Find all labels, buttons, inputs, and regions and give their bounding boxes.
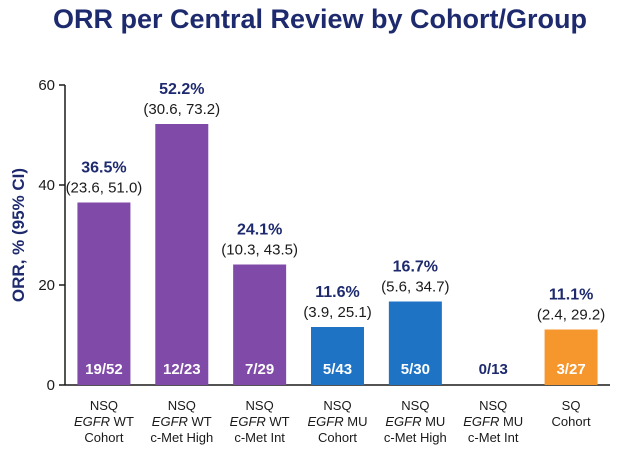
category-label-italic: EGFR <box>463 414 499 429</box>
category-label-line1: NSQ <box>90 398 118 413</box>
y-tick-label: 0 <box>47 377 55 394</box>
category-label-line2: EGFR MU <box>463 414 523 429</box>
category-label-line2: EGFR WT <box>74 414 134 429</box>
category-label-line3: Cohort <box>84 430 123 445</box>
category-label-rest: MU <box>344 414 368 429</box>
bar-value-label: 52.2% <box>159 81 204 98</box>
bar <box>388 301 442 385</box>
chart-title: ORR per Central Review by Cohort/Group <box>53 4 587 34</box>
category-label-line3: c-Met High <box>384 430 447 445</box>
bar-ci-label: (5.6, 34.7) <box>381 279 449 296</box>
bar-value-label: 16.7% <box>393 259 438 276</box>
category-label-line2: EGFR WT <box>152 414 212 429</box>
bar-ci-label: (10.3, 43.5) <box>221 242 298 259</box>
category-label-line1: NSQ <box>246 398 274 413</box>
category-label-rest: WT <box>188 414 212 429</box>
category-label-italic: EGFR <box>230 414 266 429</box>
y-tick-label: 60 <box>38 77 55 94</box>
category-label-line3: Cohort <box>318 430 357 445</box>
bar-n-label: 12/23 <box>163 361 201 378</box>
y-tick-label: 20 <box>38 277 55 294</box>
bar-n-label: 5/30 <box>401 361 430 378</box>
bar-n-label: 0/13 <box>479 361 508 378</box>
bar <box>155 124 209 385</box>
bar <box>233 264 287 385</box>
bar-value-label: 24.1% <box>237 222 282 239</box>
bar-value-label: 11.1% <box>549 287 593 304</box>
category-label-italic: EGFR <box>308 414 344 429</box>
bar-ci-label: (2.4, 29.2) <box>537 307 605 324</box>
bar-n-label: 19/52 <box>85 361 123 378</box>
bar-ci-label: (23.6, 51.0) <box>66 180 143 197</box>
category-label-line1: NSQ <box>479 398 507 413</box>
category-label-italic: EGFR <box>152 414 188 429</box>
category-label-line1: NSQ <box>401 398 429 413</box>
y-tick-label: 40 <box>38 177 55 194</box>
category-label-line2: Cohort <box>552 414 591 429</box>
bar <box>77 202 131 385</box>
category-label-line1: NSQ <box>323 398 351 413</box>
category-label-line2: EGFR MU <box>385 414 445 429</box>
category-label-rest: MU <box>499 414 523 429</box>
category-label-rest: MU <box>421 414 445 429</box>
bar <box>544 329 598 385</box>
bar-n-label: 7/29 <box>245 361 274 378</box>
bar-ci-label: (30.6, 73.2) <box>143 101 220 118</box>
category-label-line1: SQ <box>562 398 581 413</box>
category-label-rest: WT <box>110 414 134 429</box>
category-label-rest: WT <box>266 414 290 429</box>
y-axis-label: ORR, % (95% CI) <box>9 168 28 302</box>
category-label-line1: NSQ <box>168 398 196 413</box>
bar-ci-label: (3.9, 25.1) <box>303 304 371 321</box>
category-label-italic: EGFR <box>385 414 421 429</box>
category-label-line2: EGFR MU <box>308 414 368 429</box>
category-label-line3: c-Met High <box>150 430 213 445</box>
category-label-italic: EGFR <box>74 414 110 429</box>
category-label-line2: EGFR WT <box>230 414 290 429</box>
bar-value-label: 36.5% <box>81 160 126 177</box>
category-label-line3: c-Met Int <box>234 430 285 445</box>
category-label-rest: Cohort <box>552 414 591 429</box>
bar-n-label: 3/27 <box>556 361 585 378</box>
bar-n-label: 5/43 <box>323 361 352 378</box>
bar-value-label: 11.6% <box>315 284 359 301</box>
bar <box>311 327 364 385</box>
category-label-line3: c-Met Int <box>468 430 519 445</box>
